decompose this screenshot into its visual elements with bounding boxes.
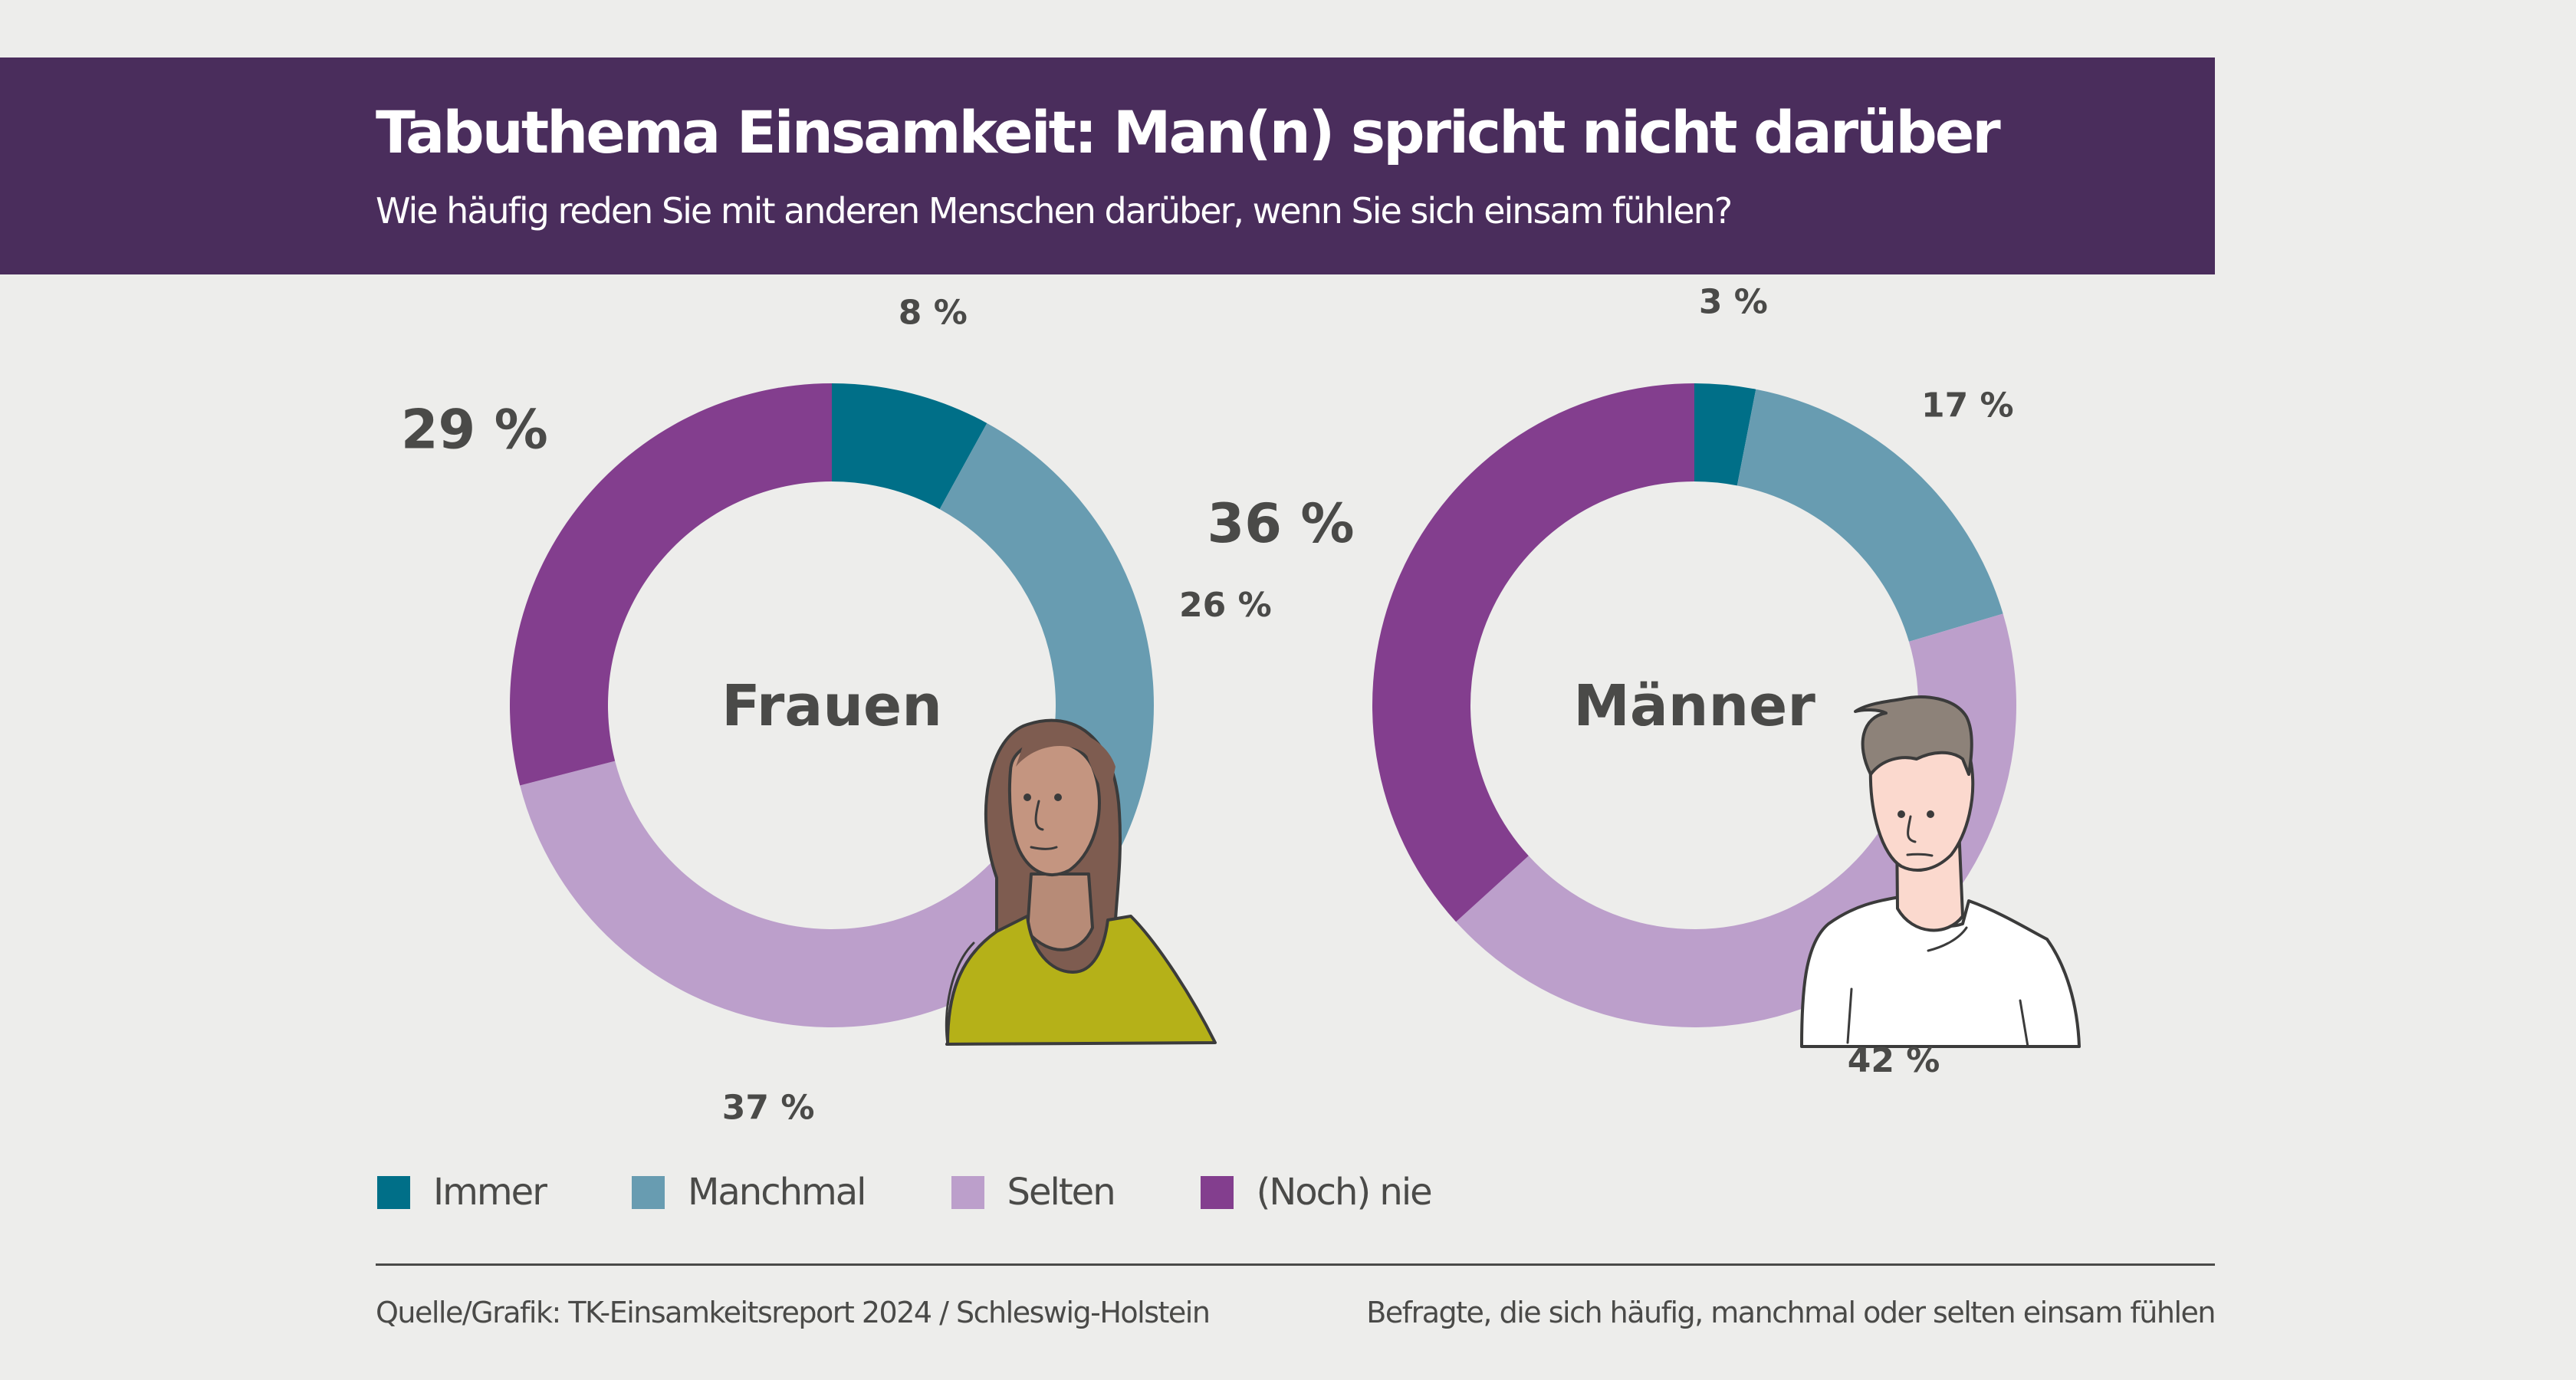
slice-m-nner-noch-nie (1372, 383, 1694, 922)
value-label-m-nner-immer: 3 % (1699, 282, 1768, 321)
legend-label-immer: Immer (433, 1171, 547, 1214)
center-label-m-nner: Männer (1573, 673, 1815, 739)
header-banner (0, 58, 2215, 274)
legend: Immer Manchmal Selten (Noch) nie (377, 1171, 1517, 1214)
legend-swatch-immer (377, 1175, 410, 1209)
slice-frauen-noch-nie (510, 383, 832, 786)
man-illustration (1800, 695, 2081, 1048)
chart-subtitle: Wie häufig reden Sie mit anderen Mensche… (376, 190, 1733, 232)
slice-m-nner-manchmal (1737, 389, 2003, 642)
legend-swatch-manchmal (631, 1175, 665, 1209)
footer-divider (376, 1263, 2215, 1266)
legend-item-immer: Immer (377, 1171, 547, 1214)
slice-m-nner-immer (1694, 383, 1756, 486)
legend-item-noch-nie: (Noch) nie (1200, 1171, 1433, 1214)
woman-face (1007, 739, 1101, 876)
source-note: Quelle/Grafik: TK-Einsamkeitsreport 2024… (376, 1296, 1211, 1329)
woman-hair-front (1016, 728, 1116, 805)
value-label-frauen-immer: 8 % (899, 294, 968, 333)
center-label-frauen: Frauen (721, 673, 942, 739)
chart-title: Tabuthema Einsamkeit: Man(n) spricht nic… (376, 98, 2001, 166)
slice-frauen-immer (832, 383, 987, 510)
man-hair (1854, 695, 1973, 776)
woman-shirt (945, 915, 1217, 1046)
legend-item-manchmal: Manchmal (631, 1171, 867, 1214)
legend-label-manchmal: Manchmal (687, 1171, 867, 1214)
legend-label-selten: Selten (1007, 1171, 1116, 1214)
slice-frauen-selten (520, 761, 1104, 1028)
legend-label-noch-nie: (Noch) nie (1256, 1171, 1433, 1214)
woman-neck (1026, 872, 1094, 951)
legend-swatch-noch-nie (1200, 1175, 1234, 1209)
value-label-frauen-manchmal: 26 % (1179, 586, 1272, 625)
value-label-frauen-selten: 37 % (722, 1088, 815, 1127)
respondents-note: Befragte, die sich häufig, manchmal oder… (1366, 1296, 2216, 1329)
value-label-m-nner-selten: 42 % (1848, 1041, 1940, 1080)
value-label-frauen-noch-nie: 29 % (401, 398, 548, 461)
value-label-m-nner-manchmal: 17 % (1921, 386, 2014, 426)
woman-illustration (945, 718, 1217, 1046)
legend-item-selten: Selten (951, 1171, 1116, 1214)
legend-swatch-selten (951, 1175, 984, 1209)
value-label-m-nner-noch-nie: 36 % (1208, 492, 1355, 555)
